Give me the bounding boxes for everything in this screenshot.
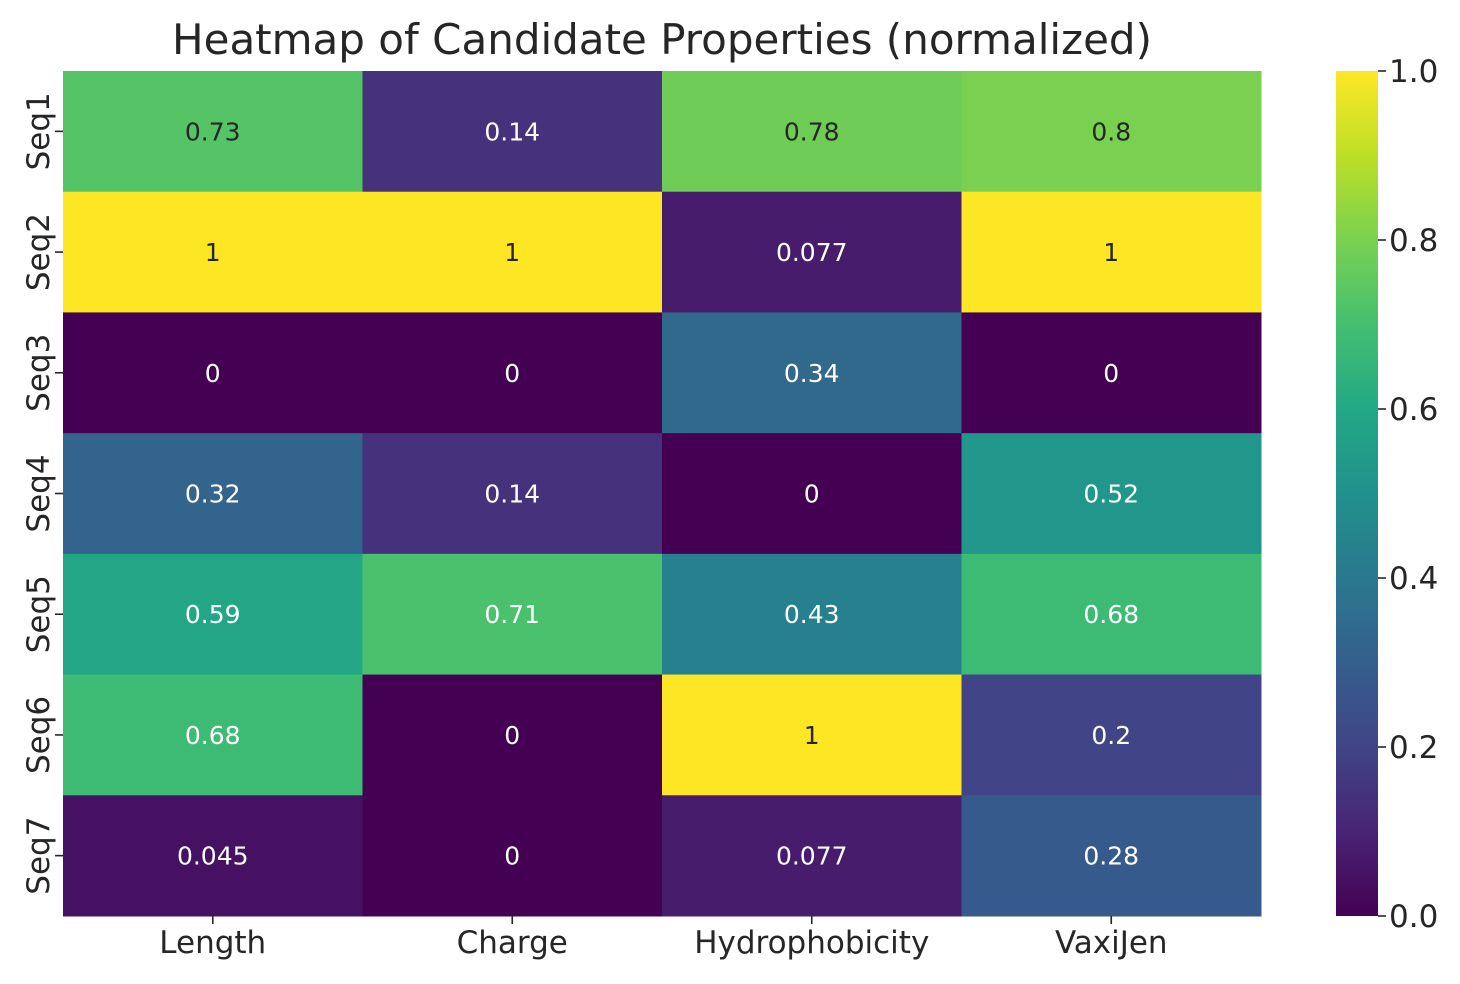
y-tick-label-seq3: Seq3 <box>21 334 57 412</box>
colorbar-tick-label-0-0: 0.0 <box>1389 899 1438 935</box>
cell-value-label-seq6-charge: 0 <box>504 721 520 750</box>
cell-value-label-seq2-length: 1 <box>205 238 221 267</box>
heatmap-cell-seq4-hydrophobicity <box>662 433 962 555</box>
heatmap-cell-seq7-charge <box>362 795 663 917</box>
heatmap-cell-labels: 0.73 0.14 0.78 0.8 1 1 0.077 1 0 0 0.34 0 0.32 0.14 0 0… <box>177 117 1139 870</box>
cell-value-label-seq5-length: 0.59 <box>185 600 241 629</box>
heatmap-cell-seq6-length <box>63 674 363 796</box>
y-tick-label-seq7: Seq7 <box>21 817 57 895</box>
cell-value-label-seq4-vaxijen: 0.52 <box>1083 480 1139 509</box>
heatmap-cell-seq6-hydrophobicity <box>662 674 962 796</box>
cell-value-label-seq6-vaxijen: 0.2 <box>1091 721 1131 750</box>
colorbar: 0.0 0.2 0.4 0.6 0.8 1.0 <box>1336 54 1438 935</box>
x-tick-label-charge: Charge <box>457 925 568 961</box>
heatmap-cell-seq1-vaxijen <box>961 71 1262 193</box>
y-tick-label-seq1: Seq1 <box>21 92 57 170</box>
cell-value-label-seq3-length: 0 <box>205 359 221 388</box>
heatmap-cell-seq2-charge <box>362 191 663 313</box>
cell-value-label-seq1-vaxijen: 0.8 <box>1091 117 1131 146</box>
cell-value-label-seq6-length: 0.68 <box>185 721 241 750</box>
cell-value-label-seq4-charge: 0.14 <box>484 480 540 509</box>
heatmap-cell-seq5-charge <box>362 553 663 676</box>
cell-value-label-seq7-hydrophobicity: 0.077 <box>776 842 848 871</box>
cell-value-label-seq5-charge: 0.71 <box>484 600 540 629</box>
heatmap-cell-seq5-vaxijen <box>961 553 1262 676</box>
heatmap-cell-seq6-charge <box>362 674 663 796</box>
cell-value-label-seq1-charge: 0.14 <box>484 117 540 146</box>
heatmap-cell-seq1-length <box>63 71 363 193</box>
heatmap-cell-seq3-hydrophobicity <box>662 312 962 434</box>
x-tick-label-hydrophobicity: Hydrophobicity <box>694 925 929 961</box>
colorbar-tick-label-0-6: 0.6 <box>1389 392 1438 428</box>
colorbar-tick-label-0-8: 0.8 <box>1389 223 1438 259</box>
colorbar-tick-label-0-4: 0.4 <box>1389 561 1438 597</box>
x-tick-label-length: Length <box>159 925 266 961</box>
heatmap-cell-seq7-hydrophobicity <box>662 795 962 917</box>
cell-value-label-seq1-length: 0.73 <box>185 117 241 146</box>
y-tick-label-seq6: Seq6 <box>21 696 57 774</box>
heatmap-cell-seq3-vaxijen <box>961 312 1262 434</box>
heatmap-cell-seq4-charge <box>362 433 663 555</box>
y-tick-label-seq4: Seq4 <box>21 454 57 532</box>
heatmap-cell-seq2-length <box>63 191 363 313</box>
colorbar-tick-label-1-0: 1.0 <box>1389 54 1438 90</box>
heatmap-cell-seq3-length <box>63 312 363 434</box>
cell-value-label-seq2-charge: 1 <box>504 238 520 267</box>
colorbar-tick-label-0-2: 0.2 <box>1389 730 1438 766</box>
heatmap-cell-seq5-hydrophobicity <box>662 553 962 676</box>
cell-value-label-seq4-length: 0.32 <box>185 480 241 509</box>
heatmap-cell-seq4-length <box>63 433 363 555</box>
cell-value-label-seq2-vaxijen: 1 <box>1103 238 1119 267</box>
cell-value-label-seq7-length: 0.045 <box>177 842 249 871</box>
heatmap-cell-seq6-vaxijen <box>961 674 1262 796</box>
cell-value-label-seq5-hydrophobicity: 0.43 <box>784 600 840 629</box>
heatmap-cell-seq5-length <box>63 553 363 676</box>
heatmap-cell-seq3-charge <box>362 312 663 434</box>
heatmap-cell-seq4-vaxijen <box>961 433 1262 555</box>
chart-title: Heatmap of Candidate Properties (normali… <box>172 15 1152 64</box>
heatmap-cell-seq2-vaxijen <box>961 191 1262 313</box>
cell-value-label-seq6-hydrophobicity: 1 <box>804 721 820 750</box>
colorbar-gradient <box>1336 71 1378 916</box>
x-axis: Length Charge Hydrophobicity VaxiJen <box>159 916 1168 961</box>
cell-value-label-seq2-hydrophobicity: 0.077 <box>776 238 848 267</box>
heatmap-cell-seq7-vaxijen <box>961 795 1262 917</box>
cell-value-label-seq3-hydrophobicity: 0.34 <box>784 359 840 388</box>
y-axis: Seq1 Seq2 Seq3 Seq4 Seq5 Seq6 Seq7 <box>21 92 63 895</box>
cell-value-label-seq4-hydrophobicity: 0 <box>804 480 820 509</box>
y-tick-label-seq5: Seq5 <box>21 575 57 653</box>
cell-value-label-seq7-vaxijen: 0.28 <box>1083 842 1139 871</box>
cell-value-label-seq5-vaxijen: 0.68 <box>1083 600 1139 629</box>
y-tick-label-seq2: Seq2 <box>21 213 57 291</box>
heatmap-cell-seq7-length <box>63 795 363 917</box>
x-tick-label-vaxijen: VaxiJen <box>1055 925 1168 961</box>
heatmap-cell-seq1-charge <box>362 71 663 193</box>
cell-value-label-seq1-hydrophobicity: 0.78 <box>784 117 840 146</box>
heatmap-cells <box>63 71 1262 917</box>
heatmap-cell-seq2-hydrophobicity <box>662 191 962 313</box>
cell-value-label-seq3-vaxijen: 0 <box>1103 359 1119 388</box>
cell-value-label-seq3-charge: 0 <box>504 359 520 388</box>
cell-value-label-seq7-charge: 0 <box>504 842 520 871</box>
heatmap-cell-seq1-hydrophobicity <box>662 71 962 193</box>
